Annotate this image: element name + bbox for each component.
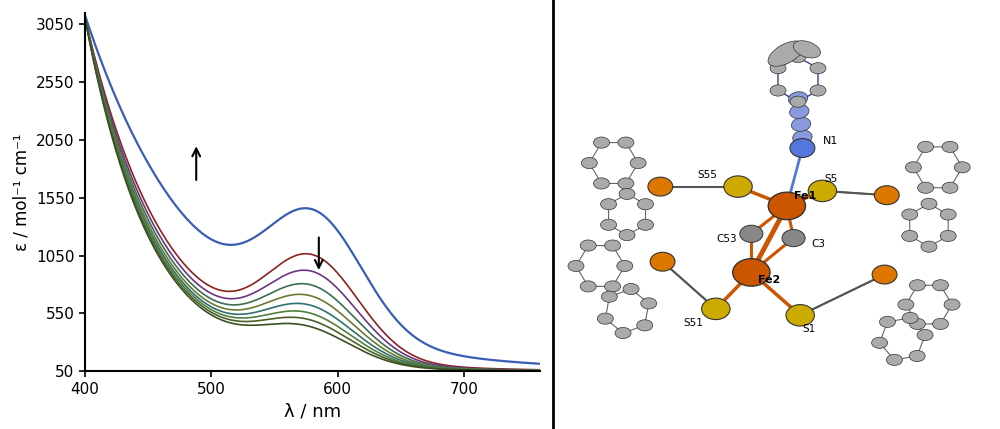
Ellipse shape	[902, 209, 918, 220]
Text: C53: C53	[717, 234, 737, 245]
Ellipse shape	[790, 96, 806, 107]
Ellipse shape	[770, 63, 786, 74]
Ellipse shape	[615, 327, 631, 338]
Ellipse shape	[902, 312, 918, 323]
Ellipse shape	[879, 316, 895, 327]
Ellipse shape	[808, 180, 837, 202]
X-axis label: λ / nm: λ / nm	[284, 402, 341, 420]
Ellipse shape	[768, 41, 804, 66]
Ellipse shape	[568, 260, 584, 272]
Ellipse shape	[790, 51, 806, 63]
Ellipse shape	[580, 281, 596, 292]
Ellipse shape	[872, 265, 897, 284]
Ellipse shape	[902, 230, 918, 242]
Ellipse shape	[768, 192, 806, 220]
Ellipse shape	[638, 219, 653, 230]
Ellipse shape	[601, 219, 617, 230]
Ellipse shape	[619, 188, 635, 199]
Ellipse shape	[810, 85, 826, 96]
Ellipse shape	[933, 280, 948, 291]
Ellipse shape	[810, 63, 826, 74]
Ellipse shape	[641, 298, 657, 309]
Ellipse shape	[793, 130, 812, 144]
Ellipse shape	[724, 176, 752, 197]
Text: Fe1: Fe1	[794, 191, 816, 202]
Ellipse shape	[618, 137, 634, 148]
Ellipse shape	[601, 291, 617, 302]
Ellipse shape	[740, 225, 763, 242]
Ellipse shape	[917, 329, 933, 341]
Ellipse shape	[770, 85, 786, 96]
Ellipse shape	[623, 284, 639, 295]
Ellipse shape	[921, 241, 937, 252]
Text: C3: C3	[811, 239, 825, 249]
Ellipse shape	[942, 182, 958, 193]
Ellipse shape	[605, 240, 621, 251]
Ellipse shape	[872, 337, 888, 348]
Ellipse shape	[790, 139, 815, 157]
Ellipse shape	[650, 252, 675, 271]
Ellipse shape	[942, 141, 958, 152]
Ellipse shape	[793, 41, 820, 58]
Ellipse shape	[597, 313, 613, 324]
Text: S55: S55	[697, 170, 717, 180]
Ellipse shape	[909, 280, 925, 291]
Ellipse shape	[909, 318, 925, 329]
Ellipse shape	[918, 182, 934, 193]
Text: N1: N1	[822, 136, 838, 146]
Ellipse shape	[702, 298, 730, 320]
Ellipse shape	[921, 198, 937, 209]
Ellipse shape	[580, 240, 596, 251]
Ellipse shape	[638, 199, 653, 210]
Ellipse shape	[617, 260, 633, 272]
Text: S5: S5	[825, 174, 838, 184]
Ellipse shape	[790, 105, 809, 118]
Text: S51: S51	[684, 318, 704, 328]
Ellipse shape	[786, 305, 814, 326]
Y-axis label: ε / mol⁻¹ cm⁻¹: ε / mol⁻¹ cm⁻¹	[12, 133, 30, 251]
Ellipse shape	[637, 320, 653, 331]
Ellipse shape	[940, 230, 956, 242]
Ellipse shape	[898, 299, 914, 310]
Ellipse shape	[918, 141, 934, 152]
Ellipse shape	[791, 118, 811, 131]
Ellipse shape	[594, 137, 610, 148]
Ellipse shape	[733, 259, 770, 286]
Ellipse shape	[905, 162, 921, 173]
Ellipse shape	[630, 157, 646, 169]
Ellipse shape	[619, 230, 635, 241]
Ellipse shape	[874, 186, 899, 205]
Ellipse shape	[933, 318, 948, 329]
Ellipse shape	[940, 209, 956, 220]
Text: Fe2: Fe2	[758, 275, 780, 285]
Ellipse shape	[581, 157, 597, 169]
Ellipse shape	[944, 299, 960, 310]
Ellipse shape	[594, 178, 610, 189]
Ellipse shape	[605, 281, 621, 292]
Ellipse shape	[788, 92, 808, 106]
Ellipse shape	[618, 178, 634, 189]
Ellipse shape	[782, 230, 805, 247]
Ellipse shape	[601, 199, 617, 210]
Ellipse shape	[648, 177, 673, 196]
Ellipse shape	[886, 354, 902, 366]
Ellipse shape	[909, 350, 925, 362]
Text: S1: S1	[802, 324, 816, 335]
Ellipse shape	[954, 162, 970, 173]
